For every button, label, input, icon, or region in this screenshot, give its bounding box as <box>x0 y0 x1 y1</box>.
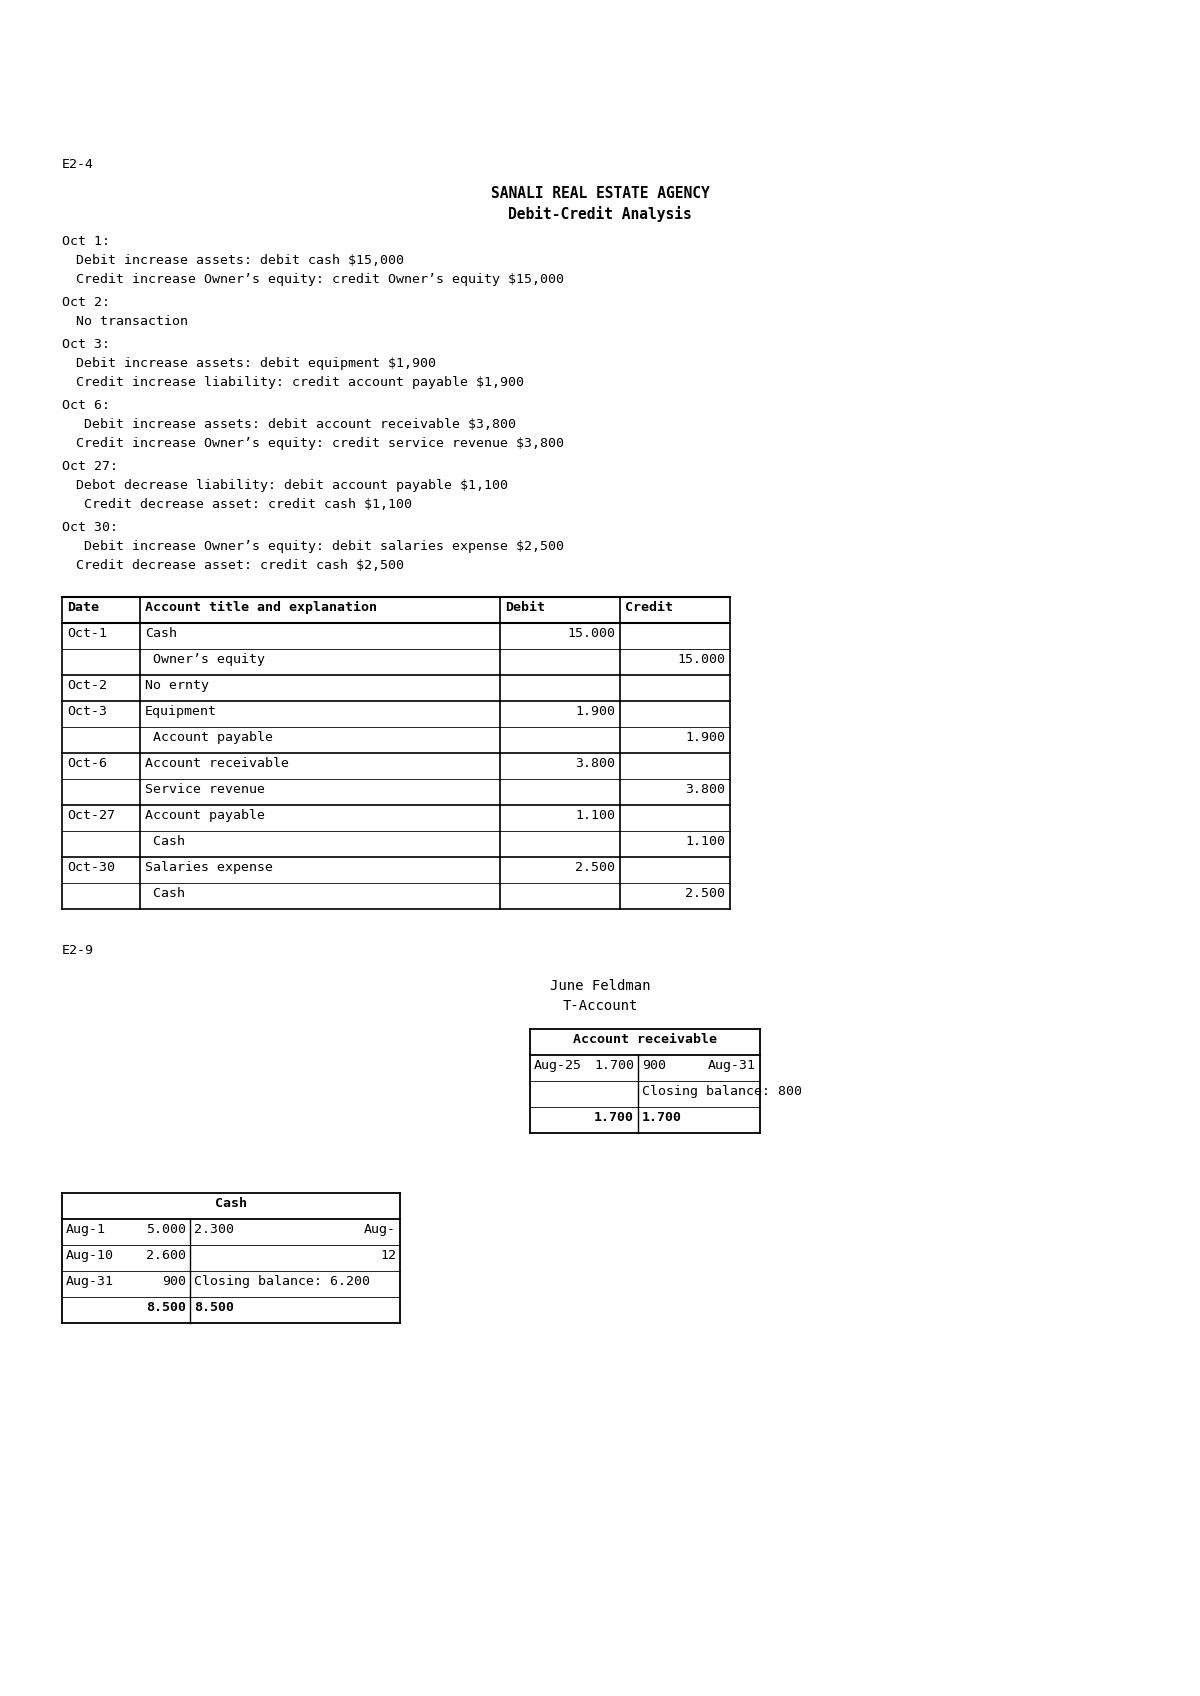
Text: Account receivable: Account receivable <box>574 1033 718 1046</box>
Text: 15.000: 15.000 <box>568 628 616 639</box>
Text: 5.000: 5.000 <box>146 1223 186 1236</box>
Text: Oct 1:: Oct 1: <box>62 236 110 248</box>
Text: Date: Date <box>67 600 98 614</box>
Text: Account receivable: Account receivable <box>145 756 289 770</box>
Text: Owner’s equity: Owner’s equity <box>145 653 265 667</box>
Text: Debot decrease liability: debit account payable $1,100: Debot decrease liability: debit account … <box>68 478 508 492</box>
Text: Oct 30:: Oct 30: <box>62 521 118 534</box>
Text: T-Account: T-Account <box>563 999 637 1013</box>
Text: Oct 3:: Oct 3: <box>62 338 110 351</box>
Text: E2-4: E2-4 <box>62 158 94 171</box>
Text: 1.700: 1.700 <box>642 1111 682 1124</box>
Text: Cash: Cash <box>145 834 185 848</box>
Text: Credit decrease asset: credit cash $2,500: Credit decrease asset: credit cash $2,50… <box>68 560 404 572</box>
Text: Oct-3: Oct-3 <box>67 706 107 717</box>
Text: Oct-30: Oct-30 <box>67 862 115 873</box>
Text: Credit: Credit <box>625 600 673 614</box>
Text: 1.100: 1.100 <box>575 809 616 823</box>
Text: 1.700: 1.700 <box>594 1058 634 1072</box>
Text: 3.800: 3.800 <box>685 784 725 795</box>
Text: 8.500: 8.500 <box>146 1301 186 1314</box>
Text: Account payable: Account payable <box>145 731 274 745</box>
Text: 900: 900 <box>162 1275 186 1287</box>
Text: Aug-: Aug- <box>364 1223 396 1236</box>
Text: Credit increase liability: credit account payable $1,900: Credit increase liability: credit accoun… <box>68 377 524 388</box>
Text: Oct-2: Oct-2 <box>67 678 107 692</box>
Text: Oct 2:: Oct 2: <box>62 297 110 309</box>
Text: Aug-10: Aug-10 <box>66 1248 114 1262</box>
Text: 1.900: 1.900 <box>685 731 725 745</box>
Text: 2.500: 2.500 <box>685 887 725 901</box>
Text: Cash: Cash <box>215 1197 247 1209</box>
Text: Account payable: Account payable <box>145 809 265 823</box>
Text: SANALI REAL ESTATE AGENCY: SANALI REAL ESTATE AGENCY <box>491 187 709 202</box>
Text: Aug-31: Aug-31 <box>66 1275 114 1287</box>
Text: No transaction: No transaction <box>68 315 188 327</box>
Text: No ernty: No ernty <box>145 678 209 692</box>
Text: 2.600: 2.600 <box>146 1248 186 1262</box>
Text: 1.900: 1.900 <box>575 706 616 717</box>
Text: 900: 900 <box>642 1058 666 1072</box>
Text: Aug-1: Aug-1 <box>66 1223 106 1236</box>
Text: Oct 27:: Oct 27: <box>62 460 118 473</box>
Text: 15.000: 15.000 <box>677 653 725 667</box>
Text: Service revenue: Service revenue <box>145 784 265 795</box>
Text: Debit increase assets: debit equipment $1,900: Debit increase assets: debit equipment $… <box>68 356 436 370</box>
Text: Credit increase Owner’s equity: credit service revenue $3,800: Credit increase Owner’s equity: credit s… <box>68 438 564 449</box>
Text: Salaries expense: Salaries expense <box>145 862 274 873</box>
Text: Credit increase Owner’s equity: credit Owner’s equity $15,000: Credit increase Owner’s equity: credit O… <box>68 273 564 287</box>
Text: 2.500: 2.500 <box>575 862 616 873</box>
Text: Debit: Debit <box>505 600 545 614</box>
Text: Cash: Cash <box>145 887 185 901</box>
Text: Closing balance: 800: Closing balance: 800 <box>642 1085 802 1097</box>
Text: Oct-27: Oct-27 <box>67 809 115 823</box>
Text: Closing balance: 6.200: Closing balance: 6.200 <box>194 1275 370 1287</box>
Text: Credit decrease asset: credit cash $1,100: Credit decrease asset: credit cash $1,10… <box>68 499 412 510</box>
Text: Aug-31: Aug-31 <box>708 1058 756 1072</box>
Text: Debit-Credit Analysis: Debit-Credit Analysis <box>508 205 692 222</box>
Text: June Feldman: June Feldman <box>550 979 650 992</box>
Text: 2.300: 2.300 <box>194 1223 234 1236</box>
Text: 1.100: 1.100 <box>685 834 725 848</box>
Text: 3.800: 3.800 <box>575 756 616 770</box>
Text: Cash: Cash <box>145 628 178 639</box>
Text: Debit increase assets: debit account receivable $3,800: Debit increase assets: debit account rec… <box>68 417 516 431</box>
Text: Oct-1: Oct-1 <box>67 628 107 639</box>
Text: 8.500: 8.500 <box>194 1301 234 1314</box>
Text: Equipment: Equipment <box>145 706 217 717</box>
Text: Oct 6:: Oct 6: <box>62 399 110 412</box>
Text: Oct-6: Oct-6 <box>67 756 107 770</box>
Text: 1.700: 1.700 <box>594 1111 634 1124</box>
Text: Aug-25: Aug-25 <box>534 1058 582 1072</box>
Text: E2-9: E2-9 <box>62 945 94 957</box>
Text: Debit increase assets: debit cash $15,000: Debit increase assets: debit cash $15,00… <box>68 254 404 266</box>
Text: Debit increase Owner’s equity: debit salaries expense $2,500: Debit increase Owner’s equity: debit sal… <box>68 539 564 553</box>
Text: Account title and explanation: Account title and explanation <box>145 600 377 614</box>
Text: 12: 12 <box>380 1248 396 1262</box>
